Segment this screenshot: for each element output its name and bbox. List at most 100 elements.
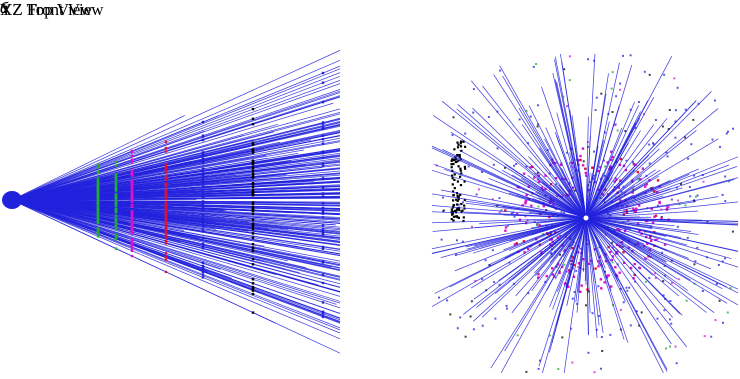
hit-marker (644, 280, 647, 283)
track-line (528, 105, 587, 219)
hit-marker (674, 109, 677, 112)
hit-marker (504, 229, 507, 232)
hit-marker (164, 182, 168, 185)
hit-marker (201, 151, 205, 154)
hit-marker (201, 194, 205, 197)
hit-marker (130, 226, 134, 229)
track-line (431, 217, 587, 250)
hit-marker (571, 166, 574, 169)
hit-marker (529, 115, 532, 118)
track-line (11, 134, 244, 201)
track-line (585, 117, 641, 219)
hit-marker (674, 120, 677, 123)
hit-marker (638, 204, 641, 207)
hit-marker (96, 188, 100, 191)
hit-marker (251, 209, 255, 212)
hit-marker (114, 223, 118, 227)
hit-marker (164, 194, 168, 197)
hit-marker (512, 211, 515, 214)
hit-marker (130, 187, 134, 191)
hit-marker (114, 220, 118, 223)
hit-marker (201, 230, 205, 233)
hit-marker (599, 166, 602, 169)
hit-marker (576, 251, 580, 254)
hit-marker (460, 172, 463, 175)
hit-marker (611, 71, 614, 74)
track-line (450, 131, 587, 219)
hit-marker (459, 175, 462, 178)
hit-marker (96, 219, 100, 222)
hit-marker (614, 123, 617, 126)
hit-marker (201, 270, 205, 273)
hit-marker (624, 130, 627, 133)
hit-marker (500, 209, 503, 212)
track-line (585, 217, 739, 226)
hit-marker (130, 172, 134, 176)
hit-marker (251, 292, 255, 296)
track-line (585, 217, 680, 315)
hit-marker (251, 218, 255, 222)
track-line (11, 199, 341, 340)
hit-marker (130, 243, 134, 247)
hit-marker (687, 157, 690, 160)
hit-marker (459, 169, 462, 172)
hit-marker (457, 154, 460, 157)
track-line (501, 169, 587, 219)
hit-marker (457, 159, 460, 162)
hit-marker (96, 163, 100, 167)
hit-marker (114, 174, 118, 178)
hit-marker (475, 193, 478, 196)
hit-marker (609, 333, 612, 336)
hit-marker (640, 311, 643, 314)
hit-marker (164, 165, 168, 168)
hit-marker (251, 236, 255, 239)
track-line (585, 216, 640, 219)
hit-marker (456, 141, 459, 144)
track-line (11, 199, 341, 239)
hit-marker (717, 264, 720, 266)
hit-marker (622, 213, 626, 216)
hit-marker (114, 237, 118, 241)
track-line (585, 180, 671, 219)
track-line (585, 217, 739, 268)
hit-marker (545, 225, 548, 228)
hit-marker (651, 221, 655, 225)
hit-marker (251, 151, 255, 155)
track-line (585, 201, 739, 219)
hit-marker (130, 254, 134, 258)
track-line (546, 217, 587, 291)
hit-marker (656, 238, 659, 241)
hit-marker (607, 226, 609, 229)
hit-marker (114, 185, 118, 188)
hit-marker (670, 198, 673, 201)
hit-marker (625, 211, 629, 214)
top-view-plot (2, 50, 341, 354)
hit-marker (456, 154, 459, 157)
track-line (585, 185, 635, 219)
hit-marker (601, 350, 604, 352)
hit-marker (164, 230, 168, 233)
hit-marker (600, 367, 602, 370)
hit-marker (604, 270, 606, 273)
hit-marker (463, 198, 466, 201)
hit-marker (619, 179, 622, 182)
hit-marker (114, 228, 118, 231)
hit-marker (529, 166, 532, 169)
hit-marker (731, 230, 734, 233)
hit-marker (536, 224, 539, 227)
hit-marker (600, 287, 603, 290)
hit-marker (251, 311, 255, 314)
hit-marker (669, 345, 671, 348)
hit-marker (164, 258, 168, 262)
hit-marker (513, 243, 517, 246)
hit-marker (555, 183, 557, 186)
hit-marker (321, 134, 325, 137)
hit-marker (201, 264, 205, 268)
hit-marker (582, 160, 585, 163)
hit-marker (164, 190, 168, 193)
track-line (521, 124, 587, 219)
hit-marker (581, 147, 585, 150)
hit-marker (571, 256, 575, 259)
hit-marker (677, 278, 680, 281)
hit-marker (527, 247, 530, 251)
